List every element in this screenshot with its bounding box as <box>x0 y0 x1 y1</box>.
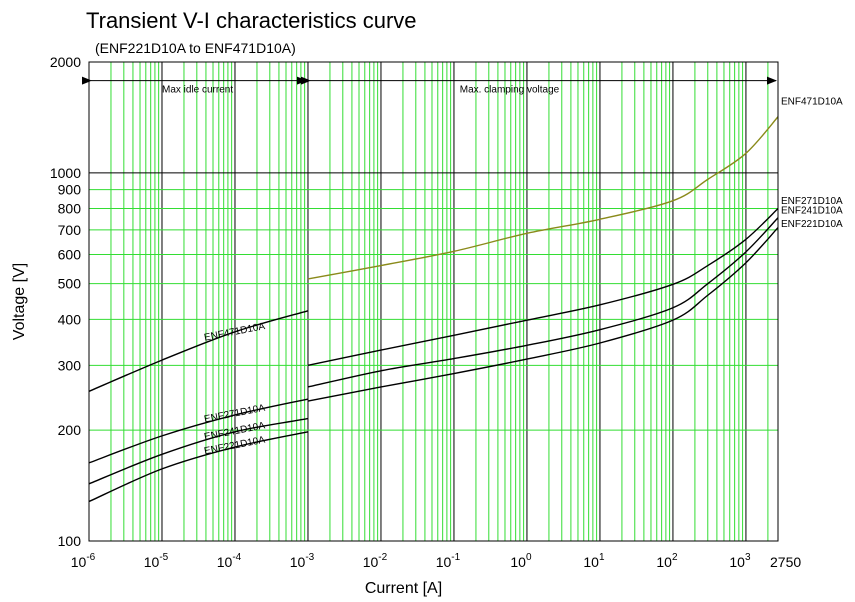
y-tick-label: 300 <box>58 357 82 373</box>
curve-enf471d10a-clamping <box>307 116 779 280</box>
region-label-2: Max. clamping voltage <box>460 85 560 96</box>
region-annotations: Max idle current Max. clamping voltage <box>82 76 777 96</box>
y-tick-label: 900 <box>58 182 82 198</box>
x-axis-label: Current [A] <box>365 580 442 597</box>
y-axis-label: Voltage [V] <box>11 263 28 340</box>
curve-enf271d10a-idle <box>88 398 309 464</box>
x-tick-label: 101 <box>583 552 605 570</box>
end-series-label: ENF471D10A <box>781 97 843 108</box>
y-tick-label: 2000 <box>50 54 81 70</box>
x-tick-label: 10-5 <box>144 552 169 570</box>
region-label-1: Max idle current <box>162 85 233 96</box>
curve-enf241d10a-clamping <box>307 217 779 388</box>
x-tick-label: 102 <box>656 552 678 570</box>
x-tick-label: 2750 <box>770 554 801 570</box>
x-tick-label: 10-6 <box>71 552 96 570</box>
x-tick-label: 100 <box>510 552 532 570</box>
y-tick-label: 100 <box>58 533 82 549</box>
curve-enf221d10a-idle <box>88 431 309 503</box>
x-tick-label: 103 <box>729 552 751 570</box>
y-tick-label: 200 <box>58 422 82 438</box>
curves <box>88 116 779 503</box>
y-tick-label: 600 <box>58 247 82 263</box>
tick-labels: 10-6 10-5 10-4 10-3 10-2 10-1 100 101 102 103 2750… <box>50 54 802 570</box>
chart-title: Transient V-I characteristics curve <box>86 8 417 33</box>
y-tick-label: 400 <box>58 311 82 327</box>
end-series-label: ENF271D10A <box>781 196 843 207</box>
plot-frame <box>88 61 779 542</box>
chart-subtitle: (ENF221D10A to ENF471D10A) <box>95 40 296 56</box>
y-tick-label: 800 <box>58 201 82 217</box>
x-tick-label: 10-3 <box>290 552 315 570</box>
grid-lines <box>89 62 778 541</box>
end-series-label: ENF221D10A <box>781 219 843 230</box>
y-tick-label: 700 <box>58 222 82 238</box>
x-tick-label: 10-1 <box>436 552 461 570</box>
curve-enf241d10a-idle <box>88 417 309 485</box>
curve-enf471d10a-idle <box>88 310 309 392</box>
curve-enf221d10a-clamping <box>307 227 779 402</box>
x-tick-label: 10-2 <box>363 552 388 570</box>
y-tick-label: 1000 <box>50 165 81 181</box>
y-tick-label: 500 <box>58 276 82 292</box>
curve-enf271d10a-clamping <box>307 208 779 367</box>
x-tick-label: 10-4 <box>217 552 242 570</box>
end-series-label: ENF241D10A <box>781 206 843 217</box>
